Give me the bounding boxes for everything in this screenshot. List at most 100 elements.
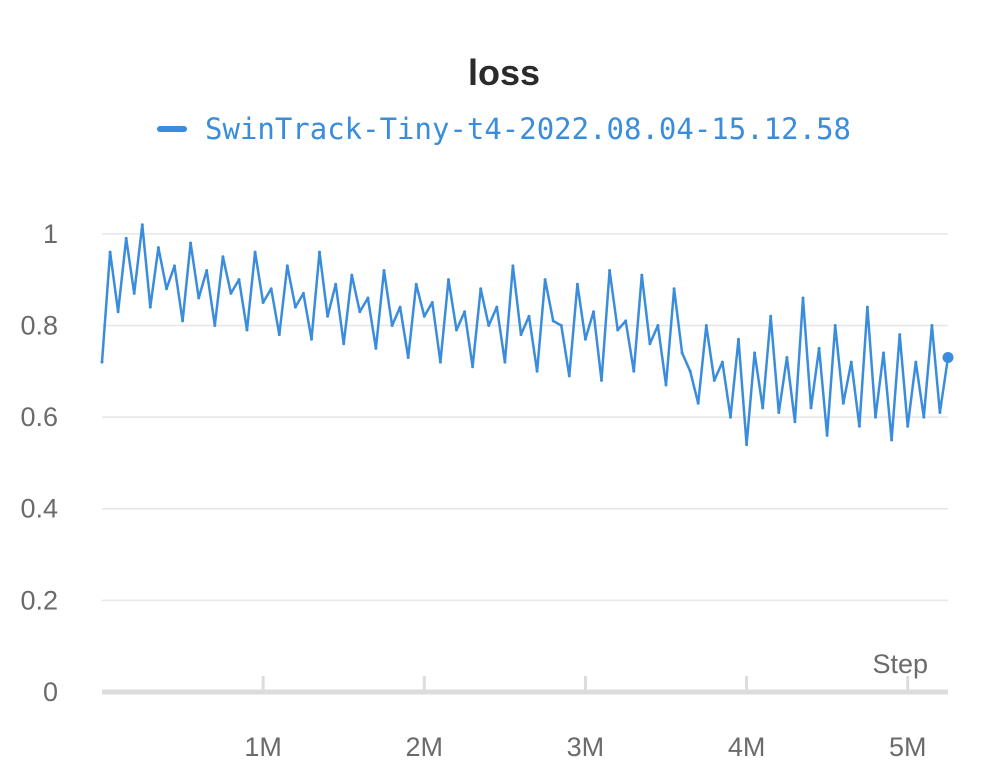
data-point [640, 273, 644, 277]
data-point [374, 346, 378, 350]
x-tick-label: 5M [889, 732, 927, 762]
data-point [390, 324, 394, 327]
data-point [430, 301, 434, 304]
data-point [785, 356, 789, 359]
data-point [301, 291, 305, 295]
data-point [672, 287, 676, 291]
data-point [575, 282, 579, 286]
data-point [221, 255, 225, 259]
data-point [342, 342, 346, 346]
data-point [253, 250, 257, 254]
data-point [245, 328, 249, 332]
data-point [511, 264, 515, 268]
data-point [930, 324, 934, 327]
data-point [624, 319, 628, 323]
data-point [326, 314, 330, 318]
data-point [833, 324, 837, 327]
y-tick-label: 0 [43, 677, 58, 707]
data-point [527, 314, 531, 318]
data-point [914, 360, 918, 364]
y-tick-label: 0.2 [20, 585, 58, 615]
data-point [358, 310, 362, 314]
data-point [600, 378, 603, 382]
data-point [213, 324, 217, 327]
data-point [382, 269, 386, 272]
data-point [156, 246, 160, 250]
data-point [632, 369, 636, 373]
data-point [519, 333, 523, 337]
legend[interactable]: SwinTrack-Tiny-t4-2022.08.04-15.12.58 [0, 112, 1008, 146]
data-point [583, 337, 587, 341]
data-point [487, 324, 491, 327]
data-point [414, 282, 418, 286]
legend-swatch [156, 126, 187, 132]
data-point [801, 296, 805, 300]
data-point [745, 443, 749, 447]
data-point [688, 369, 692, 373]
y-tick-label: 0.6 [20, 402, 58, 432]
data-point [865, 305, 869, 309]
legend-label: SwinTrack-Tiny-t4-2022.08.04-15.12.58 [204, 112, 851, 146]
data-point [543, 278, 547, 282]
data-point [269, 287, 273, 291]
data-point [438, 360, 442, 364]
data-point [197, 296, 201, 300]
data-point [310, 337, 313, 341]
data-point [874, 415, 877, 419]
data-point [753, 351, 757, 355]
data-point [229, 291, 233, 295]
data-point [906, 424, 910, 428]
x-tick-label: 3M [567, 732, 605, 762]
data-point [680, 351, 684, 355]
data-point [656, 324, 660, 327]
data-point [350, 273, 354, 277]
data-point [777, 411, 781, 414]
data-point [173, 264, 176, 268]
data-point [189, 241, 193, 245]
data-point [181, 319, 185, 323]
data-point [592, 310, 595, 314]
data-point [616, 328, 620, 332]
data-point [712, 378, 716, 382]
data-point [664, 383, 668, 387]
data-point [471, 365, 475, 369]
series-end-marker [942, 352, 954, 364]
data-point [495, 305, 499, 309]
data-point [729, 415, 732, 419]
data-point [285, 264, 289, 268]
data-point [108, 250, 112, 254]
data-point [398, 305, 402, 309]
data-point [559, 324, 563, 327]
data-point [237, 278, 241, 282]
data-point [825, 433, 829, 437]
data-point [148, 305, 152, 309]
data-point [422, 314, 426, 318]
data-point [551, 319, 555, 323]
x-tick-label: 1M [244, 732, 282, 762]
data-point [898, 333, 902, 337]
data-point [479, 287, 483, 291]
data-point [849, 360, 853, 364]
data-point [116, 310, 120, 314]
series-line [100, 223, 950, 446]
data-point [447, 278, 450, 282]
data-point [100, 360, 104, 364]
data-point [890, 438, 894, 442]
data-point [406, 356, 410, 359]
data-point [455, 328, 458, 332]
data-point [704, 324, 708, 327]
data-point [882, 351, 885, 355]
data-point [696, 401, 700, 405]
data-point [769, 314, 773, 318]
data-point [205, 269, 209, 272]
x-axis-label: Step [872, 649, 928, 679]
y-tick-label: 1 [43, 219, 58, 249]
data-point [366, 296, 370, 300]
data-point [535, 369, 539, 373]
data-point [334, 282, 338, 286]
x-tick-label: 2M [406, 732, 444, 762]
data-point [503, 360, 507, 364]
data-point [720, 360, 724, 364]
